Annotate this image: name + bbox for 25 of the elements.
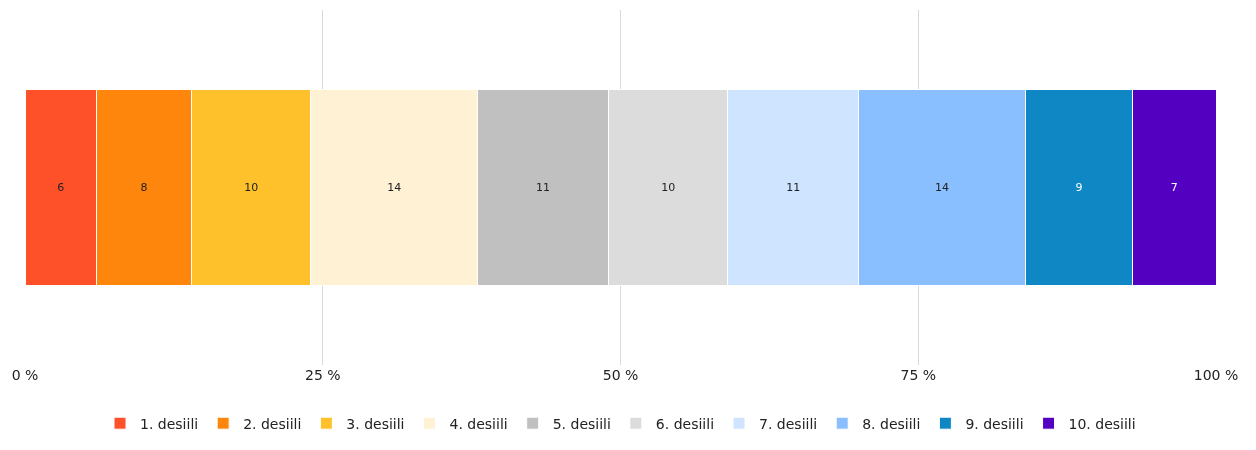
x-tick-label: 50 % xyxy=(602,367,639,383)
legend-label: 10. desiili xyxy=(1068,415,1136,432)
data-label: 6 xyxy=(57,181,65,194)
x-tick-label: 0 % xyxy=(11,367,39,383)
legend-label: 7. desiili xyxy=(759,415,818,432)
legend-label: 8. desiili xyxy=(862,415,921,432)
data-label: 11 xyxy=(536,181,551,194)
legend-label: 2. desiili xyxy=(243,415,302,432)
data-label: 14 xyxy=(387,181,402,194)
data-label: 8 xyxy=(140,181,148,194)
legend-label: 3. desiili xyxy=(346,415,405,432)
legend-label: 4. desiili xyxy=(449,415,508,432)
data-label: 10 xyxy=(661,181,676,194)
legend-label: 6. desiili xyxy=(655,415,715,432)
x-tick-label: 100 % xyxy=(1193,367,1239,383)
data-label: 10 xyxy=(244,181,259,194)
data-label: 9 xyxy=(1075,181,1083,194)
data-label: 14 xyxy=(935,181,950,194)
legend-label: 1. desiili xyxy=(140,415,199,432)
data-label: 7 xyxy=(1170,181,1178,194)
legend-label: 5. desiili xyxy=(552,415,611,432)
legend-label: 9. desiili xyxy=(965,415,1024,432)
data-label: 11 xyxy=(786,181,801,194)
x-tick-label: 25 % xyxy=(304,367,341,383)
x-tick-label: 75 % xyxy=(900,367,937,383)
